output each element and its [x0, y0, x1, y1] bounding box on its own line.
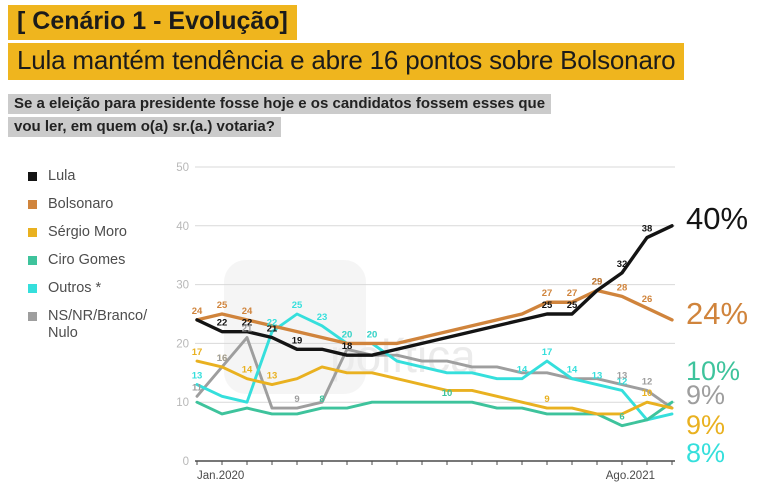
point-label-outros-15: 14	[567, 365, 578, 376]
legend-swatch-ciro-gomes	[28, 256, 37, 265]
legend-swatch-s-rgio-moro	[28, 228, 37, 237]
legend-item-bolsonaro: Bolsonaro	[28, 196, 154, 213]
point-label-lula-3: 21	[267, 324, 278, 335]
series-line-ns-nr-branco-nulo	[195, 336, 674, 410]
point-label-bolsonaro-18: 26	[642, 294, 653, 305]
point-label-ns-nr-branco-nulo-2: 21	[242, 324, 253, 335]
point-label-outros-14: 17	[542, 347, 553, 358]
point-label-ns-nr-branco-nulo-4: 9	[294, 394, 299, 405]
point-label-bolsonaro-17: 28	[617, 282, 628, 293]
point-label-outros-13: 14	[517, 365, 528, 376]
legend-swatch-bolsonaro	[28, 200, 37, 209]
point-label-bolsonaro-0: 24	[192, 306, 203, 317]
point-label-ns-nr-branco-nulo-17: 13	[617, 371, 628, 382]
legend-swatch-outros	[28, 284, 37, 293]
legend-item-ns-nr-branco-nulo: NS/NR/Branco/Nulo	[28, 308, 154, 342]
point-label-lula-15: 25	[567, 300, 578, 311]
y-tick-label-10: 10	[176, 397, 189, 409]
point-label-lula-2: 22	[242, 318, 253, 329]
y-tick-label-50: 50	[176, 162, 189, 174]
point-label-s-rgio-moro-14: 9	[544, 394, 549, 405]
point-label-bolsonaro-1: 25	[217, 300, 228, 311]
survey-question-line2: vou ler, em quem o(a) sr.(a.) votaria?	[8, 117, 281, 137]
point-label-lula-18: 38	[642, 224, 653, 235]
point-label-ns-nr-branco-nulo-0: 11	[192, 382, 203, 393]
page-title: Lula mantém tendência e abre 16 pontos s…	[8, 43, 685, 80]
point-label-outros-5: 23	[317, 312, 328, 323]
series-line-s-rgio-moro	[195, 359, 674, 416]
y-tick-label-20: 20	[176, 338, 189, 350]
point-label-outros-3: 22	[267, 318, 278, 329]
point-label-outros-16: 13	[592, 371, 603, 382]
legend-label-s-rgio-moro: Sérgio Moro	[48, 224, 127, 240]
x-label-start: Jan.2020	[197, 470, 244, 482]
point-label-lula-16: 29	[592, 276, 603, 287]
point-label-s-rgio-moro-18: 10	[642, 388, 653, 399]
legend-label-bolsonaro: Bolsonaro	[48, 196, 114, 212]
y-tick-label-0: 0	[183, 456, 189, 468]
point-label-bolsonaro-6: 20	[342, 329, 353, 340]
point-label-bolsonaro-14: 27	[542, 288, 553, 299]
legend-item-s-rgio-moro: Sérgio Moro	[28, 224, 154, 241]
legend-item-lula: Lula	[28, 168, 154, 185]
end-label-s-rgio-moro: 9%	[686, 410, 726, 440]
point-label-outros-0: 13	[192, 371, 203, 382]
y-tick-label-30: 30	[176, 280, 189, 292]
series-line-outros	[195, 312, 674, 422]
y-tick-label-40: 40	[176, 221, 189, 233]
point-label-bolsonaro-15: 27	[567, 288, 578, 299]
legend-label-ciro-gomes: Ciro Gomes	[48, 252, 126, 268]
point-label-lula-1: 22	[217, 318, 228, 329]
end-label-bolsonaro: 24%	[686, 296, 749, 331]
point-label-outros-4: 25	[292, 300, 303, 311]
end-label-lula: 40%	[686, 201, 749, 236]
point-label-s-rgio-moro-1: 16	[217, 353, 228, 364]
point-label-bolsonaro-16: 29	[592, 276, 603, 287]
point-label-ns-nr-branco-nulo-1: 16	[217, 353, 228, 364]
scenario-kicker: [ Cenário 1 - Evolução]	[8, 5, 297, 40]
legend-label-ns-nr-branco-nulo: NS/NR/Branco/Nulo	[48, 308, 148, 341]
point-label-ciro-gomes-17: 6	[619, 412, 624, 423]
point-label-lula-14: 25	[542, 300, 553, 311]
point-label-s-rgio-moro-0: 17	[192, 347, 203, 358]
legend-label-lula: Lula	[48, 168, 76, 184]
legend-swatch-lula	[28, 172, 37, 181]
watermark-logo	[224, 260, 366, 394]
point-label-outros-7: 20	[367, 329, 378, 340]
legend-item-ciro-gomes: Ciro Gomes	[28, 252, 154, 269]
legend-item-outros: Outros *	[28, 280, 154, 297]
point-label-bolsonaro-7: 20	[367, 329, 378, 340]
point-label-bolsonaro-2: 24	[242, 306, 253, 317]
point-label-s-rgio-moro-3: 13	[267, 371, 278, 382]
point-label-ciro-gomes-5: 8	[319, 394, 324, 405]
point-label-lula-17: 32	[617, 259, 628, 270]
legend-label-outros: Outros *	[48, 280, 102, 296]
end-label-ciro-gomes: 10%	[686, 356, 741, 386]
point-label-lula-6: 18	[342, 341, 353, 352]
point-label-ns-nr-branco-nulo-18: 12	[642, 376, 653, 387]
point-label-outros-17: 12	[617, 376, 628, 387]
point-label-s-rgio-moro-2: 14	[242, 365, 253, 376]
point-label-outros-6: 20	[342, 329, 353, 340]
x-label-end: Ago.2021	[606, 470, 655, 482]
end-label-ns-nr-branco-nulo: 9%	[686, 380, 726, 410]
point-label-ciro-gomes-10: 10	[442, 388, 453, 399]
legend-swatch-ns-nr-branco-nulo	[28, 312, 37, 321]
series-line-lula	[195, 224, 674, 357]
chart-legend: Lula Bolsonaro Sérgio Moro Ciro Gomes Outros…	[28, 168, 154, 353]
end-label-outros: 8%	[686, 438, 726, 468]
point-label-lula-4: 19	[292, 335, 303, 346]
survey-question-line1: Se a eleição para presidente fosse hoje …	[8, 94, 552, 114]
